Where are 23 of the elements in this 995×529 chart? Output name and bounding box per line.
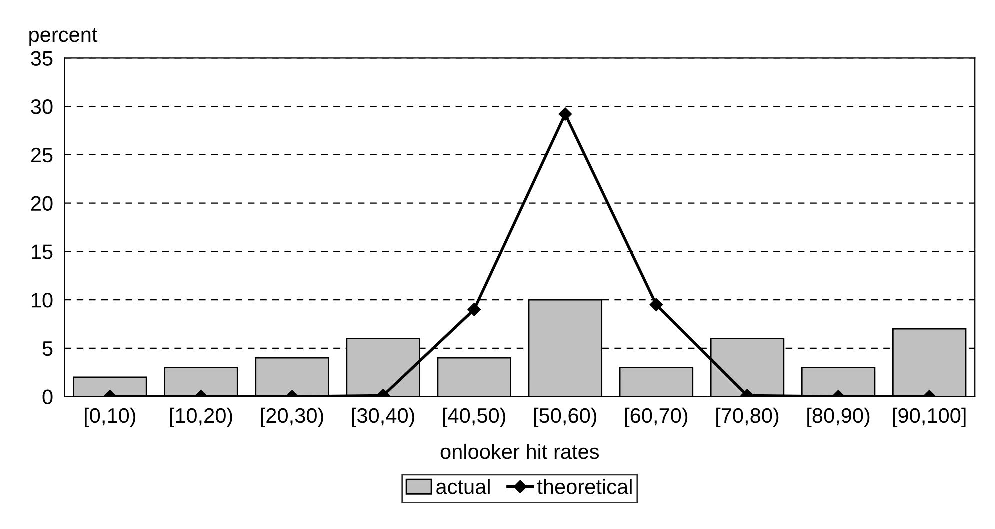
y-tick-label: 15 [32, 244, 53, 260]
x-tick-label: [30,40) [352, 408, 414, 428]
point [558, 108, 572, 121]
y-axis-title: percent [30, 28, 98, 46]
x-tick-label: [50,60) [534, 408, 597, 428]
x-tick-label: [60,70) [626, 408, 688, 428]
legend-label: theoretical [537, 479, 632, 494]
legend-label: actual [436, 479, 490, 494]
x-tick-label: [80,90) [808, 408, 870, 428]
x-tick-label: [90,100] [893, 408, 966, 428]
y-tick-label: 0 [42, 390, 53, 405]
x-tick-label: [40,50) [443, 408, 506, 428]
x-tick-label: [20,30) [261, 408, 324, 428]
x-axis-title: onlooker hit rates [440, 444, 600, 460]
y-tick-label: 5 [42, 342, 53, 356]
y-tick-label: 25 [31, 148, 53, 163]
y-tick-label: 30 [31, 100, 53, 114]
y-tick-label: 10 [32, 293, 53, 308]
x-tick-label: [0,10) [85, 408, 136, 428]
x-tick-label: [70,80) [716, 408, 779, 428]
y-tick-label: 20 [31, 196, 53, 212]
x-tick-label: [10,20) [170, 408, 232, 428]
y-tick-label: 35 [31, 51, 53, 66]
